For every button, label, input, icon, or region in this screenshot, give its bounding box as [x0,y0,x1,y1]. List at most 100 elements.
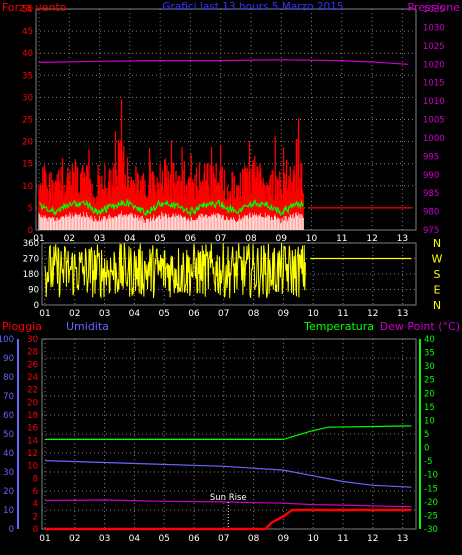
x-tick-label: 07 [218,534,229,544]
x-tick-label: 06 [188,309,200,319]
x-tick-label: 11 [336,234,347,244]
y-tick-label: 975 [423,226,439,236]
y-tick-label: 35 [424,349,435,359]
y-tick-label: 0 [28,226,33,236]
temperature-axis-ticks: -30 -25 -20 -15 -10 -5 0 5 10 15 20 25 30 35 40 [419,335,438,535]
y-tick-label: 1015 [423,79,445,89]
pressure-axis-ticks: 975 980 985 990 995 1000 1005 1010 1015 1020 1025 1… [423,5,445,236]
y-tick-label: 8 [33,474,38,484]
y-tick-label: -10 [424,471,438,481]
y-tick-label: -20 [424,498,438,508]
y-tick-label: 360 [23,239,39,249]
y-tick-label: 24 [27,373,38,383]
rain-label: Pioggia [2,320,42,333]
y-tick-label: 10 [22,182,33,192]
x-tick-label: 04 [129,534,141,544]
y-tick-label: 50 [3,430,14,440]
y-tick-label: 20 [27,398,38,408]
y-tick-label: 1035 [423,5,445,15]
x-tick-label: 01 [33,234,44,244]
y-tick-label: 180 [23,270,39,280]
y-tick-label: 1010 [423,97,445,107]
y-tick-label: 28 [27,348,38,358]
y-tick-label: 10 [424,416,435,426]
x-tick-label: 07 [218,309,229,319]
x-tick-label: 01 [39,309,50,319]
y-tick-label: 90 [3,354,14,364]
y-tick-label: 4 [33,500,38,510]
y-tick-label: -25 [424,511,438,521]
x-tick-label: 13 [397,234,408,244]
y-tick-label: 6 [33,487,38,497]
y-tick-label: 40 [3,449,14,459]
wind-direction-x-ticks: 01 02 03 04 05 06 07 08 09 10 11 12 13 [39,309,408,319]
temp-humidity-series [44,425,412,531]
y-tick-label: 25 [424,376,435,386]
wind-direction-axis-ticks: 0 90 180 270 360 [23,239,39,311]
compass-label: E [434,284,441,297]
y-tick-label: 1020 [423,60,445,70]
y-tick-label: 16 [27,424,38,434]
y-tick-label: 995 [423,152,439,162]
y-tick-label: 45 [22,27,33,37]
y-tick-label: 26 [27,360,38,370]
y-tick-label: 50 [22,5,33,15]
y-tick-label: 1025 [423,42,445,52]
x-tick-label: 06 [185,234,197,244]
series-pioggia [45,508,412,531]
x-tick-label: 07 [215,234,226,244]
y-tick-label: 70 [3,392,14,402]
x-tick-label: 10 [306,234,318,244]
y-tick-label: 5 [424,430,429,440]
humidity-axis-ticks: 0 10 20 30 40 50 60 70 80 90 100 [0,335,19,535]
y-tick-label: 1030 [423,23,445,33]
compass-label: W [432,253,443,266]
y-tick-label: 100 [0,335,14,345]
y-tick-label: 2 [33,512,38,522]
y-tick-label: -5 [424,457,432,467]
x-tick-label: 10 [307,309,319,319]
wind-speed-axis-label: Forza vento [2,1,67,14]
y-tick-label: 0 [33,525,38,535]
x-tick-label: 02 [64,234,75,244]
y-tick-label: 270 [23,255,39,265]
y-tick-label: 30 [27,335,38,345]
x-tick-label: 09 [278,309,290,319]
y-tick-label: 1000 [423,134,445,144]
series-pressione [38,59,409,65]
temp-humidity-x-ticks: 01 02 03 04 05 06 07 08 09 10 11 12 13 [39,534,408,544]
y-tick-label: 90 [28,286,39,296]
y-tick-label: 60 [3,411,14,421]
x-tick-label: 09 [278,534,290,544]
x-tick-label: 12 [367,534,378,544]
y-tick-label: 30 [3,468,14,478]
pressure-axis-label: Pressione [408,1,461,14]
x-tick-label: 04 [124,234,136,244]
y-tick-label: 20 [3,487,14,497]
compass-label: N [433,237,441,250]
x-tick-label: 10 [307,534,319,544]
y-tick-label: 22 [27,386,38,396]
y-tick-label: 985 [423,189,439,199]
y-tick-label: 40 [424,335,435,345]
x-tick-label: 02 [69,534,80,544]
x-tick-label: 08 [248,534,260,544]
x-tick-label: 11 [337,309,348,319]
y-tick-label: 20 [22,138,33,148]
x-tick-label: 06 [188,534,200,544]
compass-label: N [433,299,441,312]
x-tick-label: 08 [248,309,260,319]
humidity-label: Umidita [66,320,109,333]
sun-rise-marker: Sun Rise [210,493,247,529]
y-tick-label: 10 [27,462,38,472]
y-tick-label: 15 [22,160,33,170]
y-tick-label: 40 [22,49,33,59]
x-tick-label: 05 [154,234,165,244]
series-dew-point [44,499,412,508]
y-tick-label: 980 [423,208,439,218]
x-tick-label: 03 [99,534,110,544]
